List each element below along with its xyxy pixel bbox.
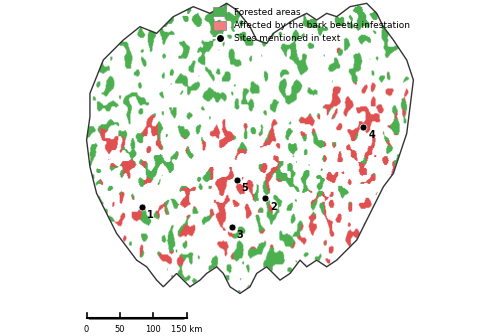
Text: 100: 100: [146, 325, 161, 334]
Legend: Forested areas, Affected by the bark beetle infestation, Sites mentioned in text: Forested areas, Affected by the bark bee…: [210, 4, 412, 46]
Text: 0: 0: [84, 325, 89, 334]
Text: 2: 2: [270, 202, 277, 212]
Text: 3: 3: [236, 230, 244, 240]
Text: 4: 4: [368, 130, 375, 140]
Text: 150 km: 150 km: [171, 325, 202, 334]
Text: 1: 1: [146, 210, 154, 220]
Text: 5: 5: [242, 183, 248, 194]
Text: 50: 50: [114, 325, 125, 334]
